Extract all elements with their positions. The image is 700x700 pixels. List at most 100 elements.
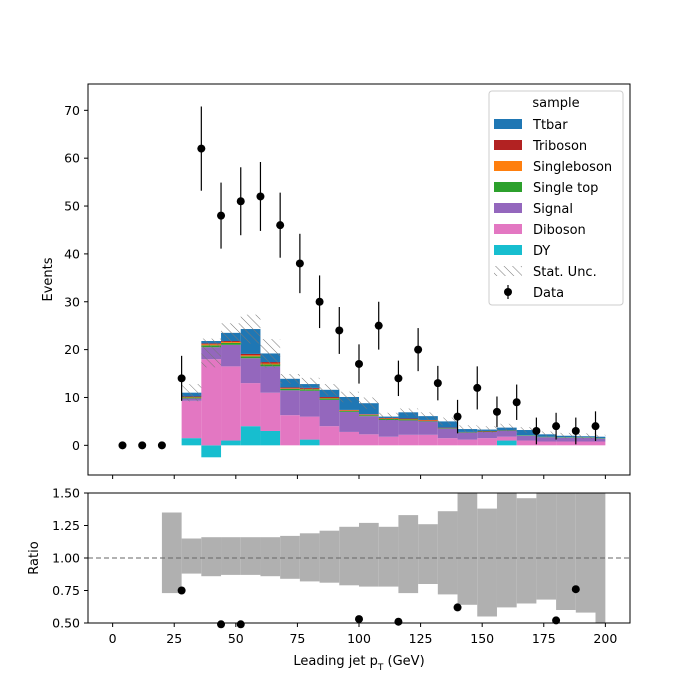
bar-dy [260,430,281,446]
data-point [394,374,403,383]
bar-signal [398,420,419,435]
bar-diboson [536,441,557,446]
ratio-point [394,617,403,626]
stat-unc-band [536,431,557,438]
ratio-unc-bin [457,493,478,605]
stat-unc-band [496,423,517,432]
ratio-unc-bin [359,522,379,587]
data-point [315,297,324,306]
data-point [256,192,265,201]
main-stack-layer [181,329,606,458]
ratio-point [355,615,363,624]
stat-unc-band [437,417,458,426]
stat-unc-band [595,434,606,439]
ratio-points-layer [177,585,580,629]
data-point [552,422,561,431]
ratio-y-tick-label: 1.00 [52,551,80,566]
data-point [295,259,304,268]
ratio-x-tick-label: 125 [409,631,433,646]
ratio-x-tick-label: 150 [470,631,494,646]
main-y-tick-label: 0 [72,438,80,453]
bar-diboson [221,366,241,441]
stat-unc-band [359,397,379,409]
stat-unc-band [457,425,478,433]
ratio-unc-bin [398,515,419,594]
ratio-unc-bin [418,524,438,584]
legend-swatch [494,119,522,129]
data-point [591,422,600,431]
legend-data-marker [504,288,512,296]
ratio-unc-bin [201,537,222,577]
bar-signal [280,390,300,416]
bar-diboson [496,436,517,441]
ratio-unc-bin [161,512,182,594]
legend-label: Singleboson [533,160,612,175]
bar-single-top [398,419,419,421]
main-y-tick-label: 50 [64,199,80,214]
ratio-unc-bin [496,493,517,608]
ratio-unc-bin [575,493,596,613]
main-y-ticks: 0 10 20 30 40 50 60 70 [64,103,88,453]
bar-diboson [201,359,222,446]
data-point [512,398,521,407]
data-point [236,197,245,206]
data-point [276,221,285,230]
main-x-ticks [112,475,606,479]
stat-unc-band [201,338,222,368]
bar-signal [556,437,576,442]
ratio-x-tick-label: 75 [289,631,305,646]
stat-unc-band [260,339,281,368]
bar-single-top [240,356,261,359]
bar-dy [240,426,261,446]
x-axis-label-unit: (GeV) [383,654,424,669]
ratio-y-tick-label: 0.50 [52,616,80,631]
data-point [335,326,344,335]
ratio-unc-bin [536,493,557,600]
ratio-unc-bin [221,537,241,575]
bar-signal [516,435,537,441]
ratio-unc-bin [339,526,359,586]
bar-diboson [181,400,202,439]
data-point [414,345,423,354]
bar-diboson [457,439,478,446]
bar-dy [221,440,241,446]
main-y-tick-label: 30 [64,294,80,309]
bar-diboson [240,383,261,427]
ratio-unc-bin [378,526,399,587]
bar-signal [536,437,557,442]
bar-single-top [280,388,300,391]
bar-diboson [319,426,340,446]
ratio-y-axis-label: Ratio [27,541,42,574]
bar-signal [299,390,320,417]
bar-diboson [260,392,281,431]
bar-diboson [359,434,379,446]
bar-signal [359,416,379,435]
ratio-unc-bin [240,537,261,575]
stat-unc-band [221,323,241,343]
ratio-unc-bin [556,493,576,610]
stat-unc-band [477,426,497,433]
bar-signal [319,399,340,427]
legend-swatch [494,224,522,234]
ratio-x-tick-label: 100 [347,631,371,646]
legend-label: DY [533,244,550,259]
legend-label: Diboson [533,223,586,238]
bar-diboson [595,441,606,446]
bar-single-top [339,410,359,412]
bar-signal [260,366,281,393]
ratio-y-ticks: 0.50 0.75 1.00 1.25 1.50 [52,486,88,631]
legend-label: Single top [533,181,598,196]
stat-unc-band [299,377,320,391]
ratio-point [236,620,245,629]
bar-diboson [477,438,497,446]
data-point [197,144,206,153]
ratio-unc-bin [181,538,202,574]
bar-signal [418,421,438,435]
ratio-unc-bin [437,511,458,595]
bar-signal [595,438,606,442]
ratio-y-tick-label: 0.75 [52,583,80,598]
main-y-tick-label: 40 [64,246,80,261]
ratio-point [217,620,226,629]
main-y-tick-label: 20 [64,342,80,357]
bar-single-top [359,415,379,417]
